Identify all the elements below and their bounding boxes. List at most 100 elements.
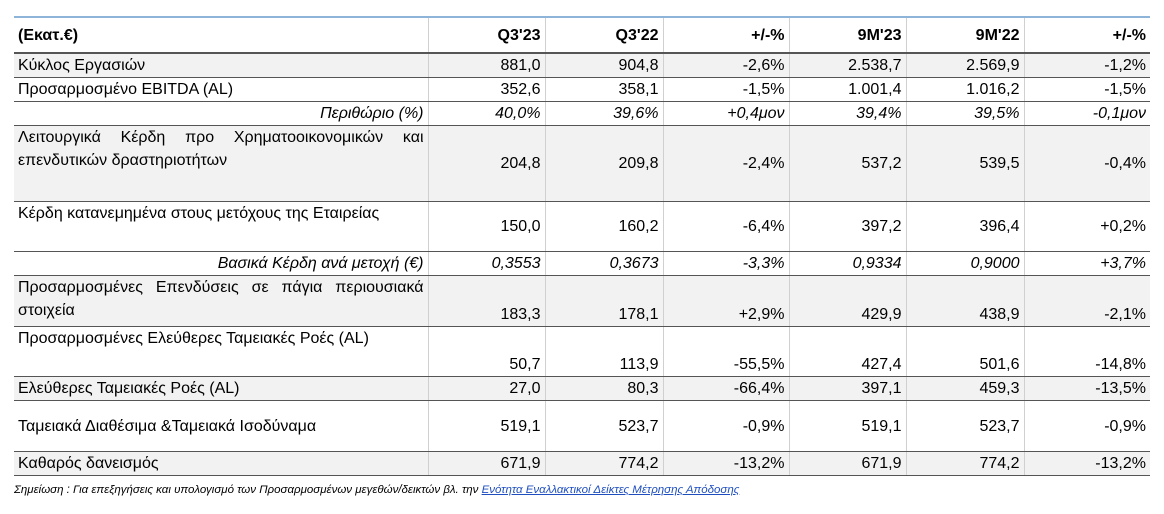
- table-row: Ελεύθερες Ταμειακές Ροές (AL) 27,0 80,3 -66…: [14, 376, 1150, 401]
- row-label: Περιθώριο (%): [14, 101, 428, 126]
- table-row: Καθαρός δανεισμός 671,9 774,2 -13,2% 671,9 77…: [14, 451, 1150, 476]
- table-row: Προσαρμοσμένες Ελεύθερες Ταμειακές Ροές …: [14, 326, 1150, 377]
- table-row: Λειτουργικά Κέρδη προ Χρηματοοικονομικών…: [14, 125, 1150, 202]
- header-cell: 9M'22: [905, 16, 1024, 54]
- value-cell: 523,7: [544, 400, 663, 452]
- table-row: Προσαρμοσμένο EBITDA (AL) 352,6 358,1 -1,5%…: [14, 77, 1150, 102]
- value-cell: 438,9: [905, 275, 1024, 327]
- value-cell: 1.016,2: [905, 77, 1024, 102]
- value-cell: -1,5%: [662, 77, 789, 102]
- value-cell: 50,7: [427, 326, 545, 377]
- header-cell: (Εκατ.€): [14, 16, 428, 54]
- note-link[interactable]: Ενότητα Εναλλακτικοί Δείκτες Μέτρησης Απ…: [481, 484, 740, 496]
- value-cell: 0,3553: [427, 251, 545, 276]
- value-cell: 39,5%: [905, 101, 1024, 126]
- value-cell: 209,8: [544, 125, 663, 202]
- value-cell: -14,8%: [1023, 326, 1150, 377]
- value-cell: -0,4%: [1023, 125, 1150, 202]
- table-row: Κέρδη κατανεμημένα στους μετόχους της Ετ…: [14, 201, 1150, 252]
- value-cell: 113,9: [544, 326, 663, 377]
- table-row: Προσαρμοσμένες Επενδύσεις σε πάγια περιο…: [14, 275, 1150, 327]
- value-cell: +3,7%: [1023, 251, 1150, 276]
- header-cell: Q3'22: [544, 16, 663, 54]
- value-cell: -6,4%: [662, 201, 789, 252]
- value-cell: -55,5%: [662, 326, 789, 377]
- value-cell: 39,6%: [544, 101, 663, 126]
- value-cell: 671,9: [427, 451, 545, 476]
- value-cell: 523,7: [905, 400, 1024, 452]
- value-cell: 501,6: [905, 326, 1024, 377]
- value-cell: 537,2: [788, 125, 906, 202]
- table-body: Κύκλος Εργασιών 881,0 904,8 -2,6% 2.538,7 2.5…: [14, 53, 1150, 476]
- note-text: Σημείωση : Για επεξηγήσεις και υπολογισμ…: [14, 484, 479, 496]
- header-cell: +/-%: [1023, 16, 1150, 54]
- value-cell: 40,0%: [427, 101, 545, 126]
- value-cell: -0,1μον: [1023, 101, 1150, 126]
- value-cell: 80,3: [544, 376, 663, 401]
- value-cell: 0,9334: [788, 251, 906, 276]
- table-row: Περιθώριο (%) 40,0% 39,6% +0,4μον 39,4% 39,5%…: [14, 101, 1150, 126]
- table-container: (Εκατ.€) Q3'23 Q3'22 +/-% 9M'23 9M'22 +/-% Κύκ…: [14, 16, 1150, 476]
- value-cell: 358,1: [544, 77, 663, 102]
- value-cell: 0,3673: [544, 251, 663, 276]
- value-cell: 397,2: [788, 201, 906, 252]
- value-cell: 904,8: [544, 53, 663, 78]
- row-label: Λειτουργικά Κέρδη προ Χρηματοοικονομικών…: [14, 125, 428, 202]
- value-cell: -1,2%: [1023, 53, 1150, 78]
- value-cell: +2,9%: [662, 275, 789, 327]
- value-cell: 539,5: [905, 125, 1024, 202]
- row-label: Προσαρμοσμένο EBITDA (AL): [14, 77, 428, 102]
- value-cell: 671,9: [788, 451, 906, 476]
- value-cell: 519,1: [788, 400, 906, 452]
- value-cell: 881,0: [427, 53, 545, 78]
- value-cell: +0,4μον: [662, 101, 789, 126]
- value-cell: 160,2: [544, 201, 663, 252]
- value-cell: 204,8: [427, 125, 545, 202]
- value-cell: 27,0: [427, 376, 545, 401]
- value-cell: 1.001,4: [788, 77, 906, 102]
- value-cell: 39,4%: [788, 101, 906, 126]
- value-cell: 0,9000: [905, 251, 1024, 276]
- value-cell: 774,2: [905, 451, 1024, 476]
- value-cell: 150,0: [427, 201, 545, 252]
- header-cell: 9M'23: [788, 16, 906, 54]
- value-cell: 396,4: [905, 201, 1024, 252]
- footnote: Σημείωση : Για επεξηγήσεις και υπολογισμ…: [14, 484, 739, 496]
- value-cell: 397,1: [788, 376, 906, 401]
- value-cell: -2,6%: [662, 53, 789, 78]
- row-label: Ελεύθερες Ταμειακές Ροές (AL): [14, 376, 428, 401]
- value-cell: 774,2: [544, 451, 663, 476]
- table-row: Ταμειακά Διαθέσιμα &Ταμειακά Ισοδύναμα 51…: [14, 400, 1150, 452]
- value-cell: -13,5%: [1023, 376, 1150, 401]
- value-cell: 427,4: [788, 326, 906, 377]
- value-cell: -0,9%: [1023, 400, 1150, 452]
- value-cell: 178,1: [544, 275, 663, 327]
- header-cell: Q3'23: [427, 16, 545, 54]
- value-cell: 183,3: [427, 275, 545, 327]
- row-label: Κύκλος Εργασιών: [14, 53, 428, 78]
- value-cell: -1,5%: [1023, 77, 1150, 102]
- header-row: (Εκατ.€) Q3'23 Q3'22 +/-% 9M'23 9M'22 +/-%: [14, 16, 1150, 54]
- value-cell: 2.538,7: [788, 53, 906, 78]
- row-label: Προσαρμοσμένες Επενδύσεις σε πάγια περιο…: [14, 275, 428, 327]
- value-cell: 352,6: [427, 77, 545, 102]
- value-cell: -13,2%: [662, 451, 789, 476]
- results-table: (Εκατ.€) Q3'23 Q3'22 +/-% 9M'23 9M'22 +/-% Κύκ…: [14, 16, 1150, 476]
- value-cell: 519,1: [427, 400, 545, 452]
- row-label: Καθαρός δανεισμός: [14, 451, 428, 476]
- value-cell: +0,2%: [1023, 201, 1150, 252]
- header-cell: +/-%: [662, 16, 789, 54]
- value-cell: -66,4%: [662, 376, 789, 401]
- value-cell: 2.569,9: [905, 53, 1024, 78]
- row-label: Βασικά Κέρδη ανά μετοχή (€): [14, 251, 428, 276]
- value-cell: 429,9: [788, 275, 906, 327]
- row-label: Κέρδη κατανεμημένα στους μετόχους της Ετ…: [14, 201, 428, 252]
- value-cell: -3,3%: [662, 251, 789, 276]
- value-cell: -2,1%: [1023, 275, 1150, 327]
- value-cell: -0,9%: [662, 400, 789, 452]
- row-label: Ταμειακά Διαθέσιμα &Ταμειακά Ισοδύναμα: [14, 400, 428, 452]
- table-row: Βασικά Κέρδη ανά μετοχή (€) 0,3553 0,3673-…: [14, 251, 1150, 276]
- value-cell: -2,4%: [662, 125, 789, 202]
- value-cell: -13,2%: [1023, 451, 1150, 476]
